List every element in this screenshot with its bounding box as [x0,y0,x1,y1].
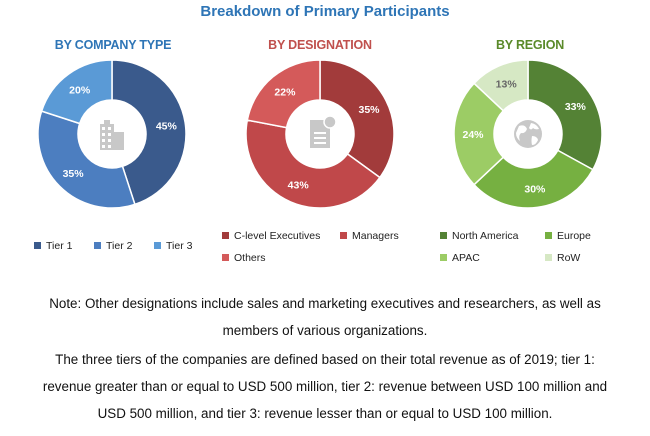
slice-label-tier-2: 35% [63,168,85,180]
slice-apac [453,82,505,186]
legend-swatch [34,242,41,249]
region-chart-title: BY REGION [495,38,565,52]
slice-label-apac: 24% [462,129,484,141]
donut-charts: 45% 35% 20% 35% 43% 22% 33% 30% 24% 13% [37,59,603,209]
document-icon [310,115,337,148]
legend-swatch [545,254,552,261]
donut-by-company-type: 45% 35% 20% [37,59,187,209]
slice-c-level-executives [319,59,395,179]
slice-label-others: 22% [274,87,296,99]
slice-row [472,59,529,112]
legend-swatch [440,254,447,261]
legend-label: Tier 1 [46,240,73,252]
legend-swatch [222,254,229,261]
note-line-4: revenue greater than or equal to USD 500… [42,379,608,394]
slice-label-row: 13% [496,79,518,91]
note-line-2: members of various organizations. [222,323,428,338]
legend-label: C-level Executives [234,230,321,242]
slice-north-america [527,59,603,171]
legend-label: APAC [452,252,480,264]
note-line-5: USD 500 million, and tier 3: revenue les… [97,406,553,421]
donut-by-designation: 35% 43% 22% [245,59,395,209]
legend-swatch [440,232,447,239]
slice-others [246,59,321,129]
legend-swatch [222,232,229,239]
slice-tier-3 [40,59,113,125]
globe-icon [514,120,542,148]
legend-swatch [340,232,347,239]
legend-item-tier-2: Tier 2 [94,240,132,252]
legend-swatch [154,242,161,249]
slice-label-europe: 30% [524,184,546,196]
slice-label-c-level-executives: 35% [358,104,380,116]
legend-item-tier-1: Tier 1 [34,240,72,252]
slice-tier-2 [37,110,136,209]
note-line-3: The three tiers of the companies are def… [55,352,595,367]
note-line-1: Note: Other designations include sales a… [49,296,601,311]
slice-tier-1 [111,59,187,206]
slice-europe [472,149,594,209]
main-title: Breakdown of Primary Participants [200,3,450,20]
legend-item-europe: Europe [545,230,591,242]
legend-label: Others [234,252,266,264]
legend-item-managers: Managers [340,230,399,242]
legend-item-c-level-executives: C-level Executives [222,230,320,242]
legend-item-tier-3: Tier 3 [154,240,192,252]
legend-label: RoW [557,252,581,264]
slice-label-tier-1: 45% [156,120,178,132]
legend-item-others: Others [222,252,266,264]
slice-label-managers: 43% [288,179,310,191]
legend-label: Tier 3 [166,240,193,252]
legend-label: North America [452,230,519,242]
slice-label-north-america: 33% [565,101,587,113]
company-type-chart-title: BY COMPANY TYPE [54,38,172,52]
legend-label: Tier 2 [106,240,133,252]
legend-swatch [545,232,552,239]
designation-chart-title: BY DESIGNATION [268,38,372,52]
legend-label: Europe [557,230,591,242]
legend-item-row: RoW [545,252,580,264]
building-icon [100,120,124,150]
legend-item-north-america: North America [440,230,519,242]
legend-label: Managers [352,230,399,242]
slice-managers [245,119,381,209]
legend-swatch [94,242,101,249]
legend-item-apac: APAC [440,252,480,264]
slice-label-tier-3: 20% [69,85,91,97]
donut-by-region: 33% 30% 24% 13% [453,59,603,209]
